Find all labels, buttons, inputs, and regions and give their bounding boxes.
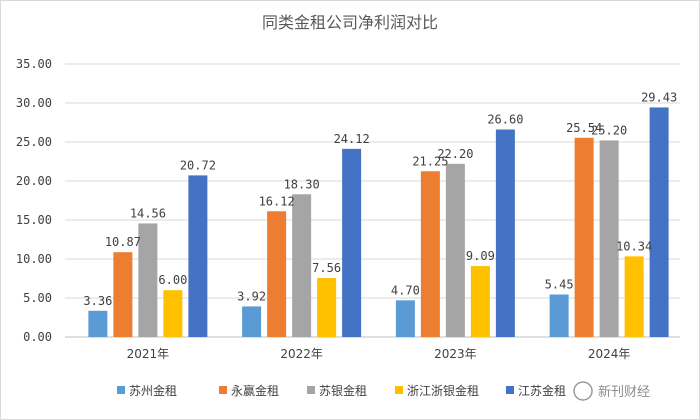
bar — [470, 266, 490, 337]
bar — [163, 290, 183, 337]
legend-swatch — [506, 386, 514, 394]
data-label: 9.09 — [466, 249, 495, 263]
bars — [88, 107, 669, 337]
x-axis: 2021年 2022年 2023年 2024年 — [127, 347, 631, 361]
data-label: 26.60 — [487, 113, 523, 127]
bar — [574, 137, 594, 337]
data-label: 7.56 — [312, 261, 341, 275]
x-tick-label: 2024年 — [588, 347, 631, 361]
legend-swatch — [117, 386, 125, 394]
bar — [649, 107, 669, 337]
wechat-icon — [573, 381, 593, 401]
legend-label: 苏银金租 — [319, 383, 367, 398]
data-label: 10.34 — [616, 239, 652, 253]
bar — [445, 163, 465, 337]
data-label: 6.00 — [158, 273, 187, 287]
data-label: 25.20 — [591, 123, 627, 137]
data-label: 18.30 — [284, 177, 320, 191]
data-label: 10.87 — [105, 235, 141, 249]
bar — [138, 223, 158, 337]
bar — [113, 252, 133, 337]
y-tick-label: 15.00 — [16, 213, 52, 227]
legend: 苏州金租 永赢金租 苏银金租 浙江浙银金租 江苏金租 — [117, 383, 566, 398]
data-label: 3.36 — [83, 294, 112, 308]
x-tick-label: 2023年 — [434, 347, 477, 361]
legend-label: 江苏金租 — [518, 383, 566, 398]
data-label: 16.12 — [259, 194, 295, 208]
y-tick-label: 35.00 — [16, 57, 52, 71]
bar — [342, 148, 362, 337]
data-label: 14.56 — [130, 206, 166, 220]
data-label: 22.20 — [437, 147, 473, 161]
data-label: 29.43 — [641, 90, 677, 104]
bar — [624, 256, 644, 337]
bar — [549, 294, 569, 337]
data-label: 4.70 — [391, 283, 420, 297]
y-axis: 0.00 5.00 10.00 15.00 20.00 25.00 30.00 35.00 — [16, 57, 52, 344]
y-tick-label: 20.00 — [16, 174, 52, 188]
y-tick-label: 10.00 — [16, 252, 52, 266]
bar — [88, 310, 108, 337]
x-tick-label: 2021年 — [127, 347, 170, 361]
bar — [599, 140, 619, 337]
watermark-text: 新刊财经 — [598, 384, 650, 400]
legend-label: 苏州金租 — [129, 383, 177, 398]
data-label: 5.45 — [545, 277, 574, 291]
y-tick-label: 25.00 — [16, 135, 52, 149]
legend-swatch — [395, 386, 403, 394]
legend-swatch — [219, 386, 227, 394]
chart-title: 同类金租公司净利润对比 — [262, 13, 438, 32]
data-label: 24.12 — [334, 132, 370, 146]
bar — [242, 306, 262, 337]
legend-label: 浙江浙银金租 — [407, 383, 479, 398]
data-labels: 3.36 10.87 14.56 6.00 20.72 3.92 16.12 18.30 7.5… — [83, 90, 677, 307]
data-label: 20.72 — [180, 158, 216, 172]
y-tick-label: 5.00 — [23, 291, 52, 305]
bar — [495, 129, 515, 337]
data-label: 25.54 — [566, 121, 602, 135]
y-tick-label: 30.00 — [16, 96, 52, 110]
bar — [420, 171, 440, 337]
y-tick-label: 0.00 — [23, 330, 52, 344]
bar — [317, 278, 337, 337]
x-tick-label: 2022年 — [280, 347, 323, 361]
data-label: 21.25 — [412, 154, 448, 168]
legend-label: 永赢金租 — [231, 383, 279, 398]
bar — [188, 175, 208, 337]
bar — [292, 194, 312, 337]
legend-swatch — [307, 386, 315, 394]
bar — [395, 300, 415, 337]
watermark: 新刊财经 — [573, 381, 650, 401]
bar — [267, 211, 287, 337]
data-label: 3.92 — [237, 289, 266, 303]
